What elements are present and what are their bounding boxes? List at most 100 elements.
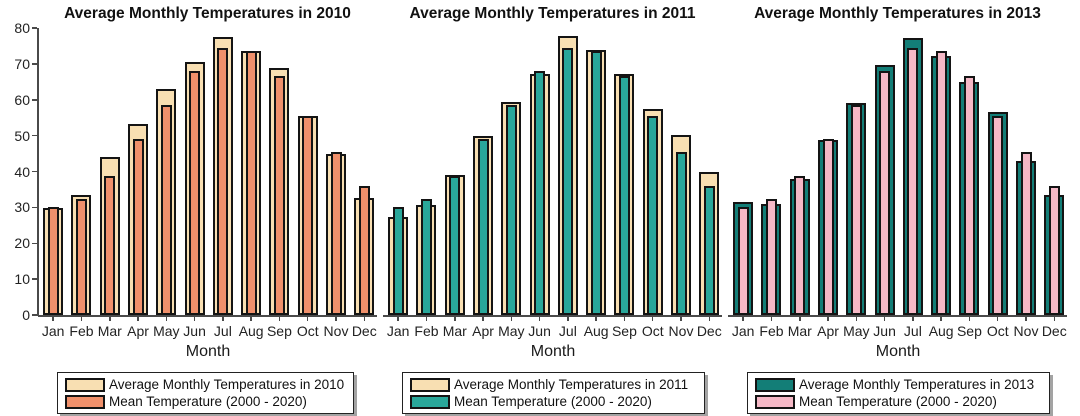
x-axis-tick <box>222 316 224 321</box>
x-tick-label: Mar <box>97 323 122 339</box>
legend-label: Average Monthly Temperatures in 2013 <box>799 377 1035 392</box>
x-tick-label: Nov <box>1013 323 1039 339</box>
bar-mean-dec <box>1048 185 1060 315</box>
y-axis-tick <box>32 242 37 244</box>
x-axis-tick <box>109 316 111 321</box>
x-tick-label: Jan <box>731 323 755 339</box>
x-axis-line <box>728 315 1067 317</box>
legend-swatch-2013-series <box>755 377 795 392</box>
legend-swatch-mean-series <box>410 394 450 409</box>
x-tick-label: Jun <box>528 323 551 339</box>
x-tick-label: Sep <box>611 323 637 339</box>
x-tick-label: Nov <box>668 323 694 339</box>
x-tick-label: Aug <box>238 323 264 339</box>
bar-mean-nov <box>330 152 342 315</box>
y-tick-label: 70 <box>14 55 30 72</box>
x-tick-label: Jul <box>558 323 577 339</box>
x-axis-tick <box>595 316 597 321</box>
bar-mean-nov <box>1020 152 1032 315</box>
bar-mean-jul <box>217 47 229 315</box>
x-axis-tick <box>940 316 942 321</box>
bar-mean-jun <box>879 71 891 315</box>
x-axis-label-2011: Month <box>530 343 576 360</box>
x-axis-line <box>383 315 722 317</box>
x-axis-tick <box>510 316 513 321</box>
legend-label: Mean Temperature (2000 - 2020) <box>109 394 307 409</box>
x-axis-tick <box>137 316 139 321</box>
x-tick-label: Oct <box>641 323 664 339</box>
bar-mean-jan <box>392 206 404 315</box>
legend-entry: Average Monthly Temperatures in 2011 <box>410 376 698 393</box>
x-axis-tick <box>770 316 773 321</box>
x-axis-tick <box>567 316 569 321</box>
x-axis-tick <box>482 316 484 321</box>
x-axis-tick <box>250 316 252 321</box>
x-axis-tick <box>335 316 337 321</box>
plot-area-2011: Jan Feb Mar Apr May Jun Jul Aug Sep Oct Nov Dec <box>383 28 722 339</box>
bar-mean-may <box>505 104 517 315</box>
x-tick-label: Sep <box>956 323 982 339</box>
legend-entry: Average Monthly Temperatures in 2010 <box>65 376 347 393</box>
x-tick-label: Aug <box>928 323 954 339</box>
bar-mean-jan <box>737 206 749 315</box>
x-axis-tick <box>454 316 456 321</box>
y-tick-label: 10 <box>14 271 30 288</box>
y-tick-label: 20 <box>14 235 30 252</box>
bar-mean-aug <box>590 50 602 315</box>
x-axis-tick <box>855 316 858 321</box>
bar-mean-nov <box>675 152 687 315</box>
legend-entry: Mean Temperature (2000 - 2020) <box>755 393 1043 410</box>
x-tick-label: Oct <box>296 323 319 339</box>
chart-title-2013: Average Monthly Temperatures in 2013 <box>754 5 1041 22</box>
x-tick-label: Dec <box>1041 323 1067 339</box>
x-axis-tick <box>708 316 711 321</box>
y-axis-tick <box>32 314 37 316</box>
x-tick-label: Oct <box>986 323 1009 339</box>
x-tick-label: Dec <box>696 323 722 339</box>
x-tick-label: Jun <box>873 323 896 339</box>
y-tick-label: 40 <box>14 163 30 180</box>
x-tick-label: Feb <box>69 323 94 339</box>
x-tick-label: Sep <box>266 323 292 339</box>
x-axis-tick <box>651 316 654 321</box>
x-axis-tick <box>425 316 428 321</box>
bar-mean-jul <box>907 47 919 315</box>
bar-mean-sep <box>963 76 975 315</box>
x-axis-tick <box>1025 316 1027 321</box>
y-axis-tick <box>32 99 37 101</box>
y-axis-tick <box>32 63 37 65</box>
x-tick-label: Mar <box>787 323 812 339</box>
bar-mean-sep <box>273 76 285 315</box>
y-tick-label: 30 <box>14 199 30 216</box>
x-axis-label-2010: Month <box>185 343 231 360</box>
bar-mean-oct <box>302 115 314 315</box>
x-tick-label: Jul <box>213 323 232 339</box>
x-axis-tick <box>742 316 744 321</box>
y-tick-label: 0 <box>22 307 30 323</box>
x-axis-line <box>38 315 377 317</box>
x-axis-tick <box>52 316 54 321</box>
legend-2010: Average Monthly Temperatures in 2010 Mea… <box>57 372 354 414</box>
x-axis-tick <box>1053 316 1056 321</box>
bar-mean-oct <box>647 115 659 315</box>
x-tick-label: Mar <box>442 323 467 339</box>
bar-mean-apr <box>822 139 834 315</box>
y-axis-tick <box>32 134 37 137</box>
legend-entry: Mean Temperature (2000 - 2020) <box>410 393 698 410</box>
x-axis-tick <box>680 316 682 321</box>
bar-mean-dec <box>358 185 370 315</box>
legend-swatch-mean-series <box>65 394 105 409</box>
x-tick-label: Jun <box>183 323 206 339</box>
x-tick-label: Jul <box>903 323 922 339</box>
x-axis-tick <box>883 316 886 321</box>
bar-mean-may <box>160 104 172 315</box>
bar-mean-mar <box>794 175 806 315</box>
x-tick-label: Apr <box>472 323 494 339</box>
bar-mean-jun <box>189 71 201 315</box>
x-axis-tick <box>623 316 626 321</box>
bar-mean-dec <box>703 185 715 315</box>
x-tick-label: May <box>153 323 180 339</box>
chart-title-2011: Average Monthly Temperatures in 2011 <box>409 5 696 22</box>
legend-entry: Average Monthly Temperatures in 2013 <box>755 376 1043 393</box>
